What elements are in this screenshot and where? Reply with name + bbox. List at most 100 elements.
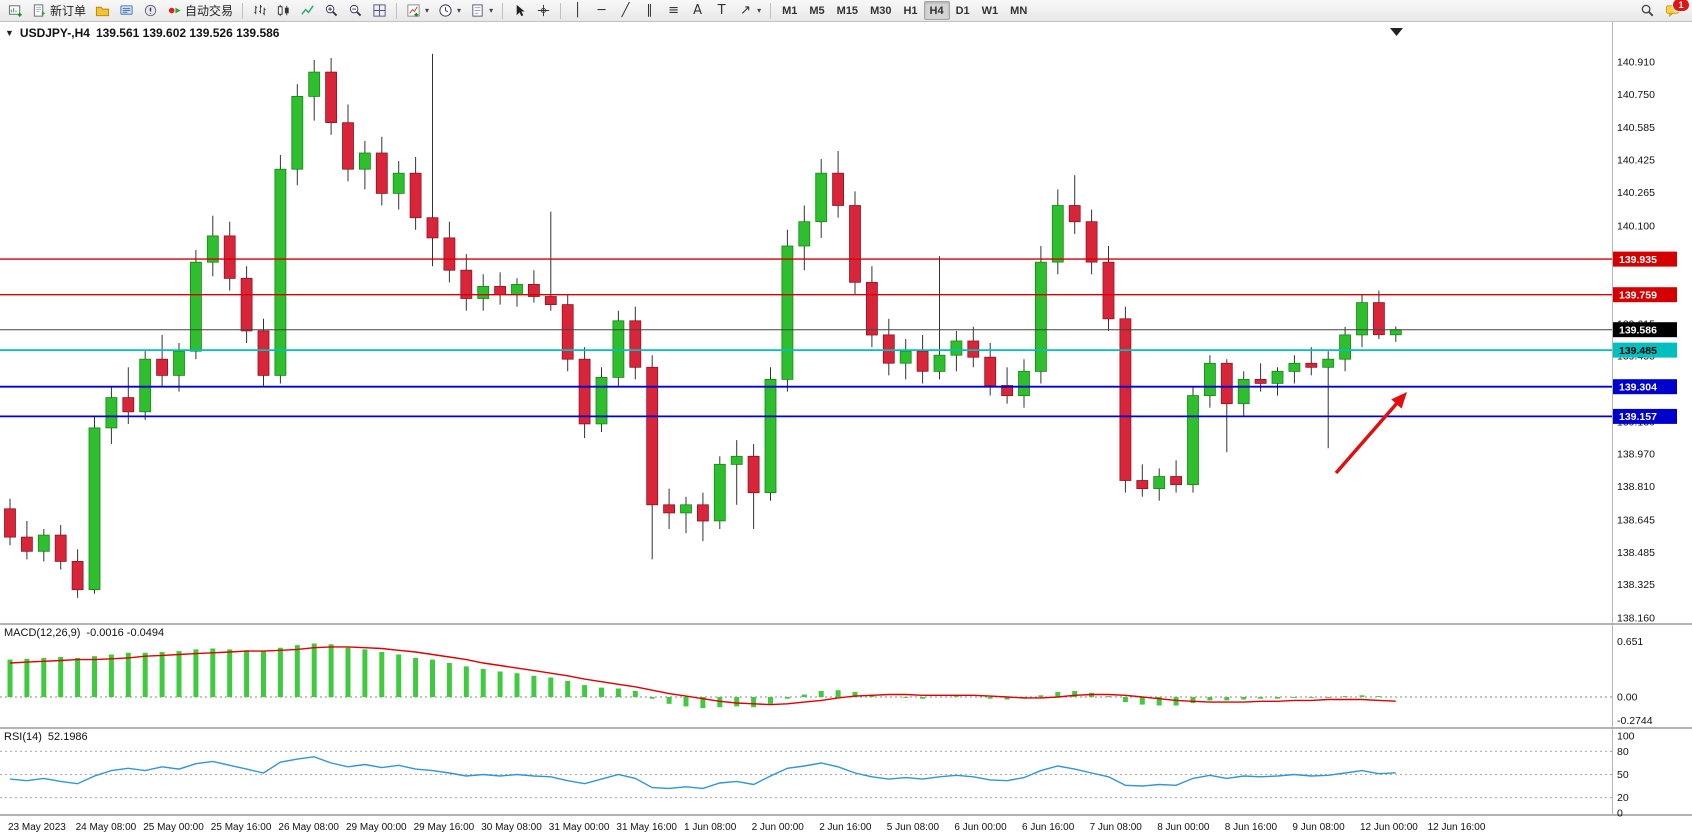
chart-ohlc-values: 139.561 139.602 139.526 139.586	[95, 26, 280, 40]
svg-text:-0.2744: -0.2744	[1617, 715, 1653, 727]
timeframe-button-m1[interactable]: M1	[776, 1, 803, 20]
price-tag-139.759: 139.759	[1613, 287, 1677, 303]
timeframe-button-mn[interactable]: MN	[1004, 1, 1033, 20]
vertical-line-button[interactable]: │	[566, 1, 589, 20]
svg-text:139.586: 139.586	[1619, 325, 1657, 337]
text-icon: A	[693, 3, 703, 18]
horizontal-line-button[interactable]: ─	[590, 1, 613, 20]
text-label-button[interactable]: T	[710, 1, 733, 20]
new-order-button[interactable]: 新订单	[28, 1, 90, 20]
svg-text:140.750: 140.750	[1617, 89, 1655, 101]
timeframe-button-m30[interactable]: M30	[864, 1, 897, 20]
svg-text:26 May 08:00: 26 May 08:00	[278, 822, 339, 833]
chart-canvas[interactable]: 140.910 140.750 140.585 140.425 140.265 140.1…	[0, 22, 1692, 838]
svg-text:138.970: 138.970	[1617, 449, 1655, 461]
svg-text:140.100: 140.100	[1617, 220, 1655, 232]
svg-text:25 May 00:00: 25 May 00:00	[143, 822, 204, 833]
svg-text:139.935: 139.935	[1619, 254, 1657, 266]
one-click-trading-toggle[interactable]: ▼	[5, 28, 14, 38]
zoom-out-button[interactable]	[344, 1, 367, 20]
notification-badge[interactable]: 1	[1672, 0, 1690, 12]
community-button-wrap: 1	[1661, 0, 1690, 20]
channel-button[interactable]: ∥	[638, 1, 661, 20]
toolbar-separator	[560, 2, 562, 19]
text-button[interactable]: A	[686, 1, 709, 20]
channel-icon: ∥	[646, 3, 653, 18]
arrows-button[interactable]: ↗ ▾	[734, 1, 765, 20]
svg-text:80: 80	[1617, 746, 1629, 758]
bar-chart-button[interactable]	[248, 1, 271, 20]
time-axis[interactable]: 23 May 2023 24 May 08:00 25 May 00:00 25 Ma…	[8, 822, 1486, 833]
trend-arrow-annotation[interactable]	[1334, 392, 1407, 475]
clock-icon	[439, 4, 452, 17]
rsi-scale[interactable]: 100 80 50 20 0	[1617, 731, 1635, 820]
svg-text:138.485: 138.485	[1617, 547, 1655, 559]
svg-text:50: 50	[1617, 769, 1629, 781]
candlestick-series	[4, 53, 1402, 598]
fibonacci-button[interactable]: ≡	[662, 1, 685, 20]
crosshair-button[interactable]	[532, 1, 555, 20]
templates-button[interactable]: ▾	[466, 1, 497, 20]
svg-text:140.585: 140.585	[1617, 122, 1655, 134]
timeframe-button-m15[interactable]: M15	[831, 1, 864, 20]
svg-text:0: 0	[1617, 808, 1623, 820]
svg-text:2 Jun 00:00: 2 Jun 00:00	[752, 822, 805, 833]
dropdown-caret-icon: ▾	[457, 5, 462, 15]
zoom-in-icon	[325, 4, 338, 17]
line-chart-button[interactable]	[296, 1, 319, 20]
candlestick-chart-button[interactable]	[272, 1, 295, 20]
indicators-button[interactable]: ▾	[402, 1, 433, 20]
svg-text:31 May 16:00: 31 May 16:00	[616, 822, 677, 833]
dropdown-caret-icon: ▾	[489, 5, 494, 15]
rsi-indicator-name: RSI(14)	[4, 731, 42, 743]
cursor-button[interactable]	[508, 1, 531, 20]
timeframe-button-h1[interactable]: H1	[897, 1, 923, 20]
periods-button[interactable]: ▾	[434, 1, 465, 20]
line-chart-icon	[301, 5, 314, 15]
chart-shift-marker[interactable]	[1390, 28, 1403, 36]
autotrading-button[interactable]: 自动交易	[163, 1, 237, 20]
timeframe-button-w1[interactable]: W1	[976, 1, 1005, 20]
profiles-button[interactable]	[91, 1, 114, 20]
svg-text:138.160: 138.160	[1617, 613, 1655, 625]
timeframe-button-m5[interactable]: M5	[803, 1, 830, 20]
price-axis[interactable]: 140.910 140.750 140.585 140.425 140.265 140.1…	[1617, 57, 1655, 625]
svg-text:25 May 16:00: 25 May 16:00	[211, 822, 272, 833]
search-button[interactable]	[1636, 1, 1659, 20]
new-chart-button[interactable]	[4, 1, 27, 20]
svg-text:8 Jun 16:00: 8 Jun 16:00	[1225, 822, 1278, 833]
vertical-line-icon: │	[573, 3, 582, 18]
new-order-label: 新订单	[50, 4, 87, 18]
main-toolbar: 新订单 自动交易 ▾ ▾ ▾	[0, 0, 1692, 22]
trendline-icon: ╱	[621, 3, 630, 18]
tile-windows-button[interactable]	[368, 1, 391, 20]
macd-scale[interactable]: 0.651 0.00 -0.2744	[1617, 636, 1653, 727]
svg-text:138.810: 138.810	[1617, 481, 1655, 493]
zoom-out-icon	[349, 4, 362, 17]
svg-text:29 May 00:00: 29 May 00:00	[346, 822, 407, 833]
text-label-icon: T	[717, 3, 726, 18]
macd-indicator-values: -0.0016 -0.0494	[86, 627, 165, 639]
autotrading-icon	[168, 7, 181, 14]
data-window-button[interactable]	[139, 1, 162, 20]
timeframe-button-h4[interactable]: H4	[923, 1, 950, 20]
horizontal-line-icon: ─	[597, 3, 606, 18]
svg-text:139.157: 139.157	[1619, 411, 1657, 423]
crosshair-icon	[537, 4, 550, 17]
svg-text:7 Jun 08:00: 7 Jun 08:00	[1090, 822, 1143, 833]
macd-panel-label: MACD(12,26,9) -0.0016 -0.0494	[4, 627, 164, 639]
zoom-in-button[interactable]	[320, 1, 343, 20]
chart-title: ▼ USDJPY-,H4 139.561 139.602 139.526 139…	[5, 26, 279, 40]
svg-text:138.645: 138.645	[1617, 514, 1655, 526]
trendline-button[interactable]: ╱	[614, 1, 637, 20]
svg-text:0.651: 0.651	[1617, 636, 1643, 648]
svg-text:100: 100	[1617, 731, 1635, 743]
bars-icon	[254, 4, 266, 16]
candlestick-icon	[277, 4, 289, 17]
chart-symbol-period: USDJPY-,H4	[19, 26, 90, 40]
tile-windows-icon	[373, 4, 386, 17]
svg-text:140.910: 140.910	[1617, 57, 1655, 69]
timeframe-button-d1[interactable]: D1	[950, 1, 976, 20]
metaeditor-button[interactable]	[115, 1, 138, 20]
price-tag-139.157: 139.157	[1613, 408, 1677, 424]
